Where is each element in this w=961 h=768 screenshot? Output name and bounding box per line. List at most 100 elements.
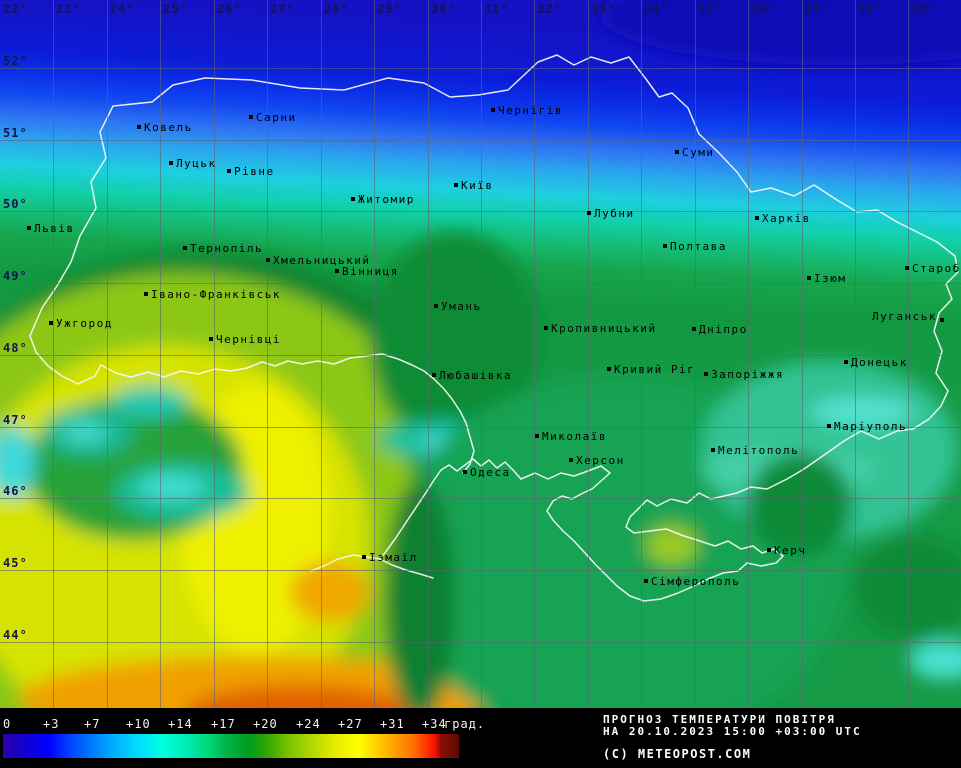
city-marker	[644, 579, 648, 583]
city-label: Харків	[755, 213, 811, 225]
city-name: Кропивницький	[551, 322, 657, 335]
temperature-map: 22° 23° 24° 25° 26° 27° 28° 29° 30° 31° 32° 33° 34° 3…	[0, 0, 961, 708]
city-marker	[535, 434, 539, 438]
city-marker	[249, 115, 253, 119]
parallel-line	[0, 211, 961, 212]
city-name: Одеса	[470, 466, 511, 479]
city-label: Дніпро	[692, 324, 748, 336]
city-label: Кропивницький	[544, 323, 657, 335]
city-label: Івано-Франківськ	[144, 289, 281, 301]
city-marker	[335, 269, 339, 273]
forecast-title: ПРОГНОЗ ТЕМПЕРАТУРИ ПОВІТРЯ	[603, 713, 836, 726]
city-label: Умань	[434, 301, 482, 313]
city-marker	[169, 161, 173, 165]
latitude-label: 44°	[3, 628, 28, 642]
longitude-label: 34°	[644, 2, 669, 16]
meridian-line	[534, 0, 535, 708]
city-name: Керч	[774, 544, 807, 557]
city-name: Дніпро	[699, 323, 748, 336]
city-label: Ковель	[137, 122, 193, 134]
city-marker	[137, 125, 141, 129]
parallel-line	[0, 68, 961, 69]
city-name: Львів	[34, 222, 75, 235]
city-name: Любашівка	[439, 369, 513, 382]
meridian-line	[802, 0, 803, 708]
city-label: Вінниця	[335, 266, 399, 278]
legend-unit-label: град.	[444, 717, 486, 731]
city-name: Донецьк	[851, 356, 908, 369]
longitude-label: 39°	[911, 2, 936, 16]
meridian-line	[267, 0, 268, 708]
longitude-label: 22°	[3, 2, 28, 16]
meridian-line	[695, 0, 696, 708]
city-name: Мелітополь	[718, 444, 800, 457]
city-label: Миколаїв	[535, 431, 607, 443]
city-name: Херсон	[576, 454, 625, 467]
meridian-line	[374, 0, 375, 708]
city-label: Луганськ	[872, 311, 944, 323]
city-marker	[607, 367, 611, 371]
city-label: Тернопіль	[183, 243, 263, 255]
city-name: Чернівці	[216, 333, 281, 346]
longitude-label: 23°	[56, 2, 81, 16]
city-marker	[434, 304, 438, 308]
longitude-label: 26°	[217, 2, 242, 16]
legend-tick: +17	[211, 717, 236, 731]
temperature-blobs	[0, 0, 961, 708]
latitude-label: 52°	[3, 54, 28, 68]
legend-tick: 0	[3, 717, 12, 731]
longitude-label: 30°	[431, 2, 456, 16]
legend-tick: +10	[126, 717, 151, 731]
city-label: Кривий Ріг	[607, 364, 695, 376]
country-borders	[29, 54, 959, 602]
city-marker	[767, 548, 771, 552]
meridian-line	[428, 0, 429, 708]
city-marker	[939, 318, 944, 322]
latitude-label: 46°	[3, 484, 28, 498]
city-marker	[27, 226, 31, 230]
city-label: Ізюм	[807, 273, 847, 285]
city-name: Сарни	[256, 111, 297, 124]
city-name: Тернопіль	[190, 242, 264, 255]
parallel-line	[0, 498, 961, 499]
city-marker	[266, 258, 270, 262]
city-marker	[463, 470, 467, 474]
city-marker	[663, 244, 667, 248]
legend-tick: +20	[253, 717, 278, 731]
city-label: Маріуполь	[827, 421, 907, 433]
longitude-label: 32°	[537, 2, 562, 16]
city-name: Луганськ	[872, 310, 937, 323]
city-label: Київ	[454, 180, 494, 192]
city-name: Рівне	[234, 165, 275, 178]
parallel-line	[0, 140, 961, 141]
city-label: Керч	[767, 545, 807, 557]
legend-tick: +3	[43, 717, 60, 731]
longitude-label: 36°	[751, 2, 776, 16]
city-marker	[362, 555, 366, 559]
city-marker	[49, 321, 53, 325]
city-marker	[587, 211, 591, 215]
temperature-field-svg	[0, 0, 961, 708]
city-marker	[454, 183, 458, 187]
city-marker	[844, 360, 848, 364]
city-name: Полтава	[670, 240, 727, 253]
longitude-label: 25°	[163, 2, 188, 16]
city-marker	[755, 216, 759, 220]
city-name: Чернігів	[498, 104, 563, 117]
city-name: Умань	[441, 300, 482, 313]
latitude-label: 48°	[3, 341, 28, 355]
temperature-colorbar	[3, 734, 459, 758]
city-label: Чернігів	[491, 105, 563, 117]
parallel-line	[0, 427, 961, 428]
city-name: Старобільськ	[912, 262, 961, 275]
legend-tick: +31	[380, 717, 405, 731]
forecast-datetime: НА 20.10.2023 15:00 +03:00 UTC	[603, 725, 862, 738]
latitude-label: 51°	[3, 126, 28, 140]
city-marker	[209, 337, 213, 341]
city-name: Ужгород	[56, 317, 113, 330]
meridian-line	[160, 0, 161, 708]
meridian-line	[588, 0, 589, 708]
city-label: Мелітополь	[711, 445, 799, 457]
longitude-label: 38°	[858, 2, 883, 16]
